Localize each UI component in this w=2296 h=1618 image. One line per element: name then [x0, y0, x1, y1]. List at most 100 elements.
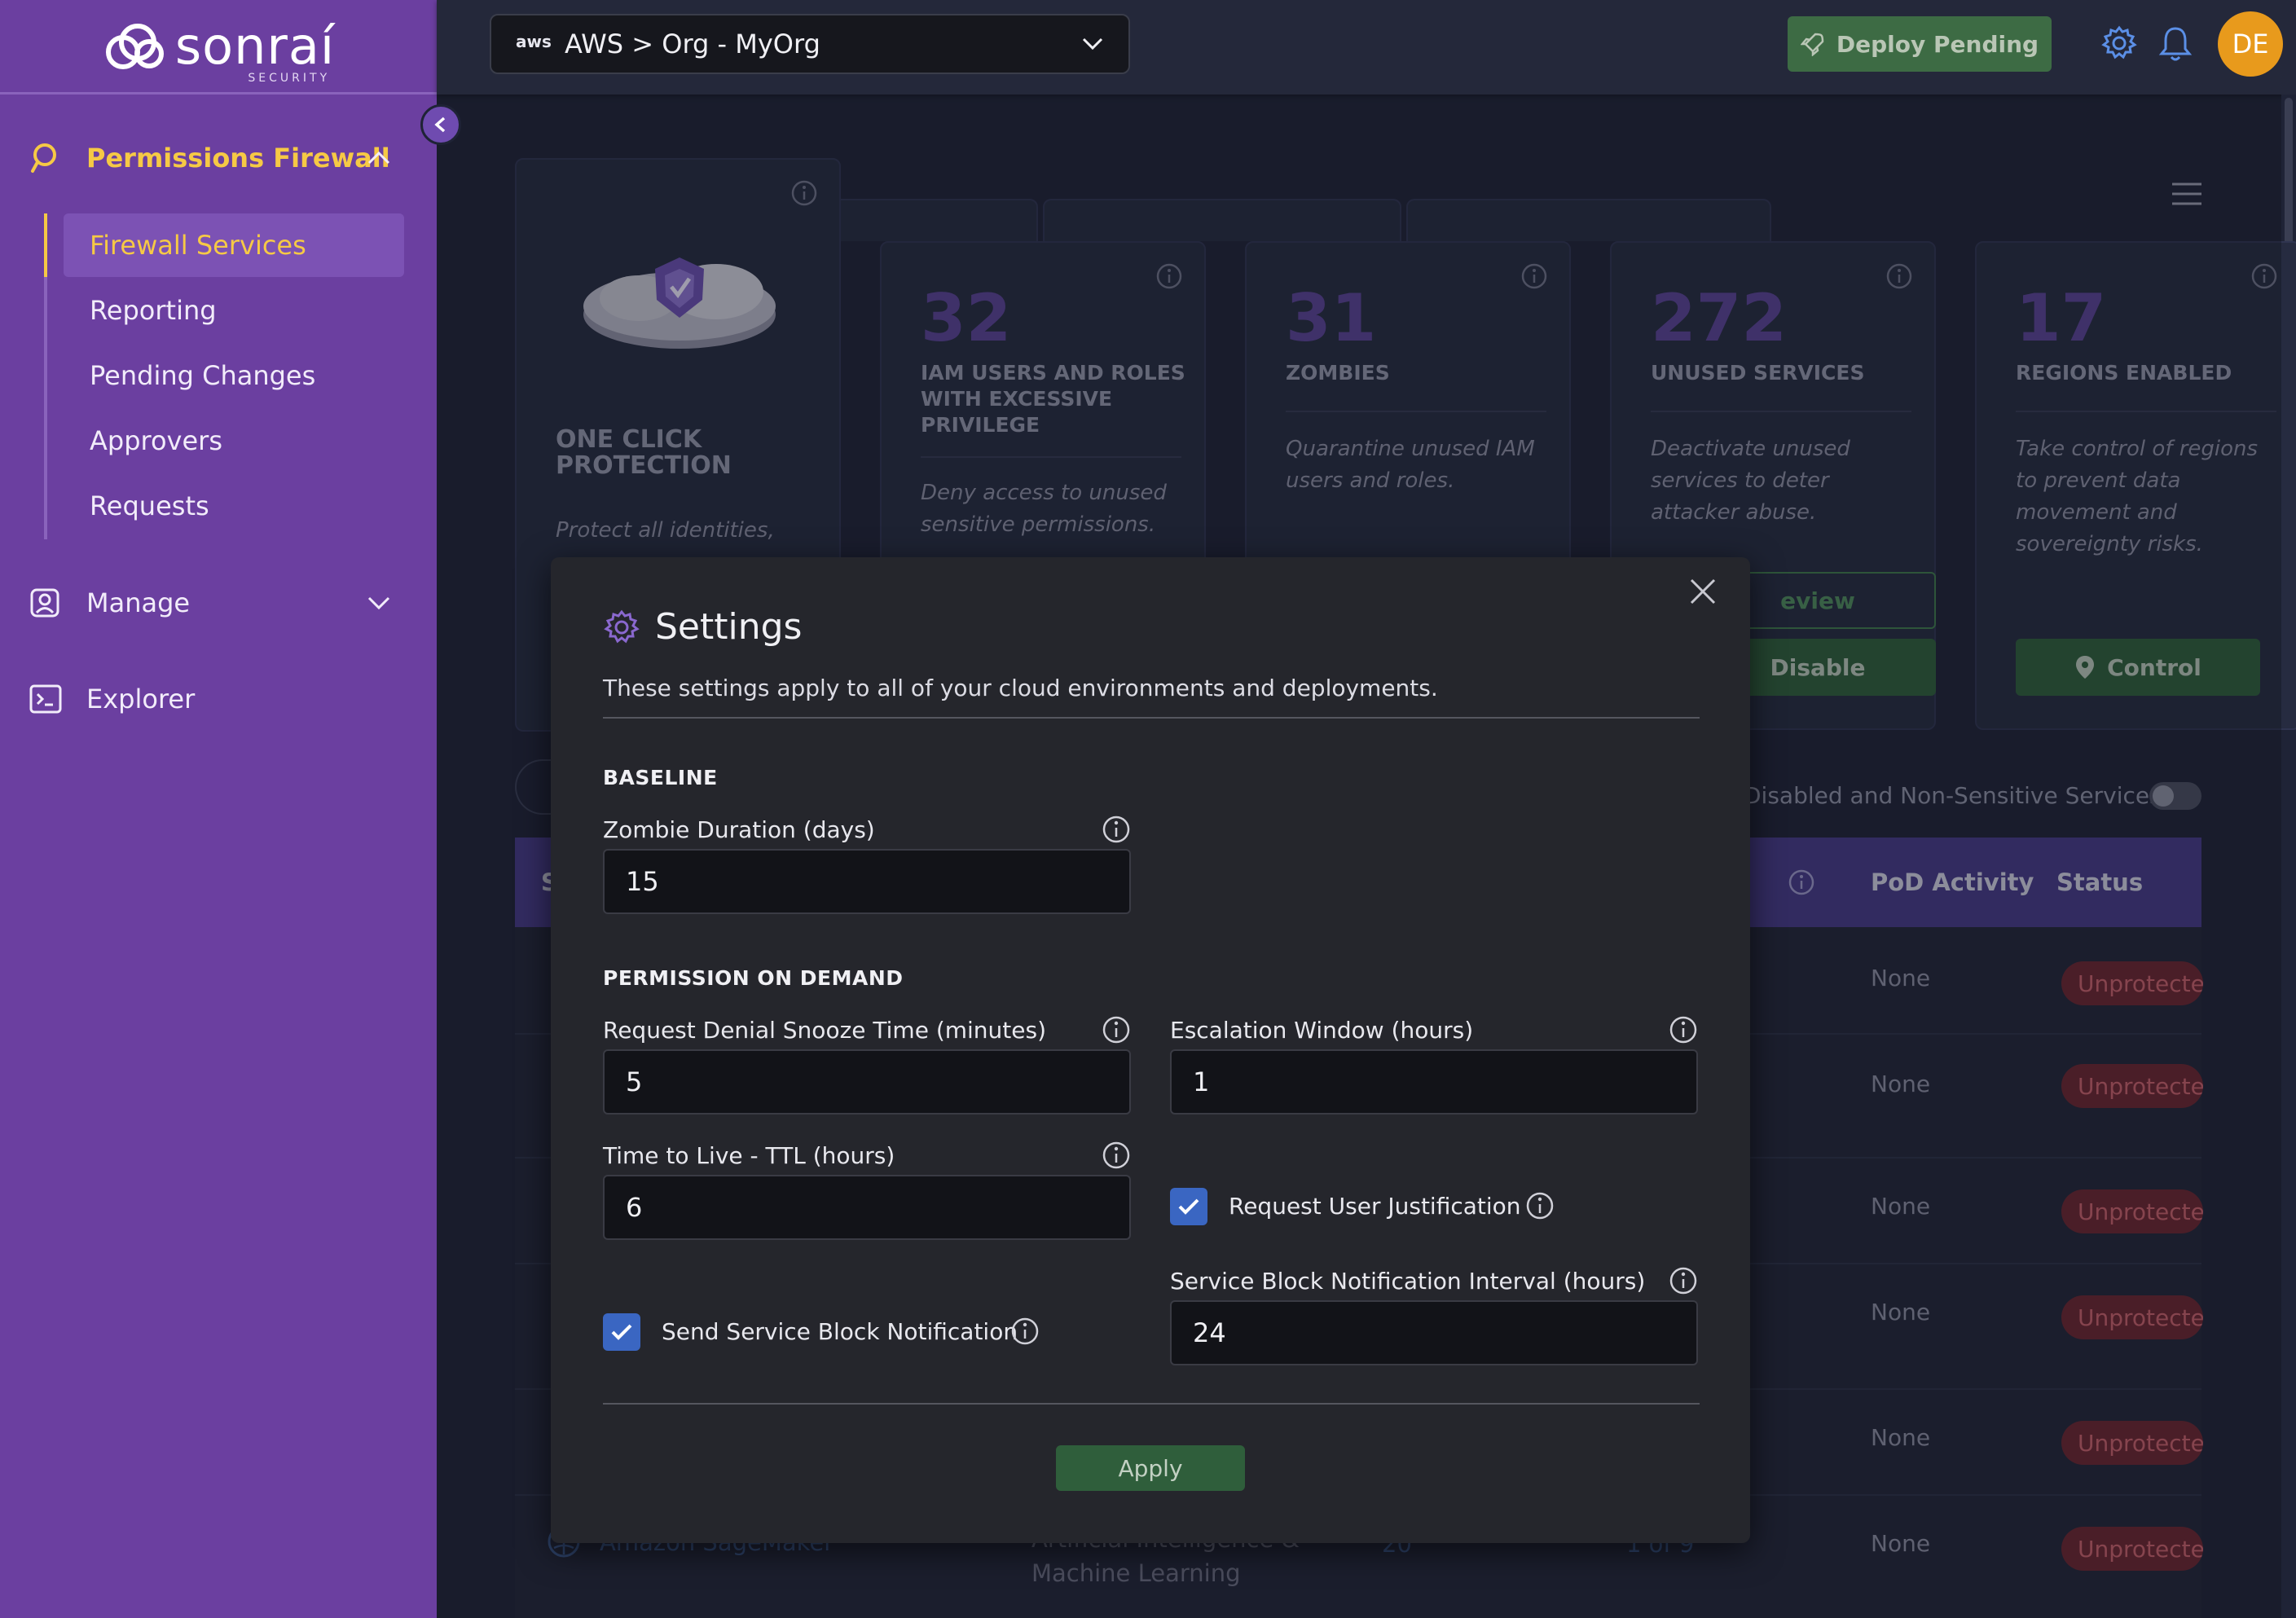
filter-label: Disabled and Non-Sensitive Services [1744, 782, 2162, 809]
pod-activity-value: None [1871, 1530, 1931, 1557]
zombie-duration-input[interactable] [603, 849, 1131, 914]
chevron-down-icon [367, 596, 390, 610]
gear-icon[interactable] [2100, 24, 2138, 62]
control-button[interactable]: Control [2016, 639, 2260, 696]
info-icon[interactable] [790, 179, 818, 207]
topbar: aws AWS > Org - MyOrg Deploy Pending DE [437, 0, 2296, 95]
status-badge: Unprotected [2061, 1421, 2203, 1465]
info-icon[interactable] [1669, 1266, 1698, 1295]
info-icon[interactable] [1885, 262, 1913, 290]
scrollbar-thumb[interactable] [2285, 98, 2293, 253]
shield-cloud-illustration-icon [583, 257, 776, 349]
nav-explorer[interactable]: Explorer [0, 675, 437, 723]
status-badge: Unprotected [2061, 1295, 2203, 1339]
divider [1286, 411, 1546, 412]
block-notification-interval-input[interactable] [1170, 1300, 1698, 1365]
sidebar-item-approvers[interactable]: Approvers [90, 425, 222, 456]
pod-activity-value: None [1871, 965, 1931, 991]
nav-explorer-label: Explorer [86, 684, 196, 714]
sidebar-item-firewall-services[interactable]: Firewall Services [64, 213, 404, 277]
firewall-search-icon [31, 143, 56, 173]
user-badge-icon [30, 588, 59, 618]
status-badge: Unprotected [2061, 1527, 2203, 1571]
divider [1651, 411, 1911, 412]
brand-tagline: SECURITY [248, 72, 331, 85]
zombie-duration-label: Zombie Duration (days) [603, 816, 875, 843]
submenu-active-indicator [44, 213, 47, 277]
status-badge: Unprotected [2061, 961, 2203, 1005]
brand-logo[interactable]: sonraí SECURITY [0, 0, 437, 95]
block-notification-interval-label: Service Block Notification Interval (hou… [1170, 1268, 1646, 1295]
info-icon[interactable] [1520, 262, 1548, 290]
review-button[interactable]: eview [1651, 572, 1936, 629]
sidebar-item-reporting[interactable]: Reporting [90, 295, 217, 326]
column-header-status[interactable]: Status [2056, 868, 2144, 896]
column-header-pod-activity[interactable]: PoD Activity [1871, 868, 2034, 896]
send-service-block-notification-checkbox[interactable] [603, 1313, 640, 1351]
service-category-line2: Machine Learning [1031, 1559, 1241, 1587]
location-pin-icon [2076, 656, 2095, 679]
settings-modal: Settings These settings apply to all of … [551, 557, 1750, 1543]
status-badge: Unprotected [2061, 1189, 2203, 1233]
checkmark-icon [611, 1324, 632, 1340]
nav-permissions-firewall[interactable]: Permissions Firewall [0, 134, 437, 182]
section-heading-permission-on-demand: PERMISSION ON DEMAND [603, 966, 904, 990]
request-user-justification-checkbox[interactable] [1170, 1188, 1207, 1225]
gear-icon [604, 609, 640, 643]
apply-button[interactable]: Apply [1056, 1445, 1245, 1491]
nav-permissions-firewall-label: Permissions Firewall [86, 143, 390, 174]
divider [603, 1403, 1700, 1405]
metric-desc: Take control of regions to prevent data … [2016, 437, 2259, 556]
metric-value: 17 [2016, 280, 2107, 356]
metric-value: 272 [1651, 280, 1787, 356]
ttl-input[interactable] [603, 1175, 1131, 1240]
menu-icon[interactable] [2171, 181, 2203, 207]
card-tab [823, 199, 1038, 241]
collapse-sidebar-button[interactable] [420, 104, 461, 145]
close-icon[interactable] [1687, 575, 1719, 608]
info-icon[interactable] [1102, 1015, 1131, 1044]
info-icon[interactable] [1669, 1015, 1698, 1044]
deploy-pending-label: Deploy Pending [1836, 30, 2039, 58]
user-avatar[interactable]: DE [2218, 11, 2283, 77]
escalation-window-label: Escalation Window (hours) [1170, 1017, 1474, 1044]
pod-activity-value: None [1871, 1424, 1931, 1451]
pod-activity-value: None [1871, 1071, 1931, 1097]
brand-name: sonraí [174, 16, 336, 76]
metric-title: ZOMBIES [1286, 361, 1390, 385]
info-icon[interactable] [1788, 868, 1815, 896]
metric-title: REGIONS ENABLED [2016, 361, 2232, 385]
sidebar-item-pending-changes[interactable]: Pending Changes [90, 360, 316, 391]
request-user-justification-label: Request User Justification [1229, 1193, 1521, 1220]
info-icon[interactable] [1525, 1191, 1555, 1220]
request-denial-snooze-input[interactable] [603, 1049, 1131, 1115]
divider [921, 456, 1181, 458]
metric-desc: Quarantine unused IAM users and roles. [1286, 437, 1535, 493]
aws-logo-icon: aws [516, 32, 552, 51]
ttl-label: Time to Live - TTL (hours) [603, 1142, 895, 1169]
card-tab [1043, 199, 1401, 241]
info-icon[interactable] [2250, 262, 2278, 290]
metric-desc: Deny access to unused sensitive permissi… [921, 481, 1167, 537]
info-icon[interactable] [1102, 1141, 1131, 1170]
one-click-title-line2: PROTECTION [556, 451, 732, 480]
escalation-window-input[interactable] [1170, 1049, 1698, 1115]
sidebar-item-requests[interactable]: Requests [90, 490, 209, 521]
deploy-pending-button[interactable]: Deploy Pending [1788, 16, 2052, 72]
search-input[interactable] [515, 759, 564, 815]
metric-desc: Deactivate unused services to deter atta… [1651, 437, 1850, 525]
one-click-desc: Protect all identities, [556, 518, 775, 543]
environment-select[interactable]: aws AWS > Org - MyOrg [490, 14, 1130, 74]
show-disabled-toggle[interactable] [2149, 782, 2201, 810]
bell-icon[interactable] [2157, 24, 2193, 64]
review-button-label: eview [1780, 587, 1855, 614]
metric-value: 31 [1286, 280, 1377, 356]
modal-header: Settings [603, 606, 802, 648]
nav-manage[interactable]: Manage [0, 578, 437, 627]
info-icon[interactable] [1102, 815, 1131, 844]
divider [603, 717, 1700, 719]
pod-activity-value: None [1871, 1193, 1931, 1220]
metric-title: IAM USERS AND ROLES WITH EXCESSIVE PRIVI… [921, 361, 1185, 437]
info-icon[interactable] [1010, 1317, 1040, 1346]
info-icon[interactable] [1155, 262, 1183, 290]
